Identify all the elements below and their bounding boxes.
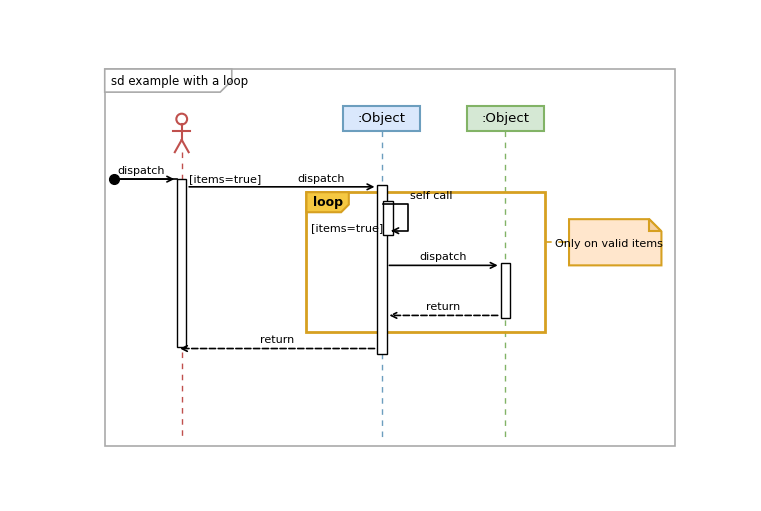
Text: :Object: :Object bbox=[358, 112, 406, 125]
Text: return: return bbox=[260, 335, 295, 345]
Text: [items=true]: [items=true] bbox=[311, 223, 384, 233]
Bar bbox=[501, 263, 510, 318]
Bar bbox=[377, 184, 387, 354]
Polygon shape bbox=[569, 219, 661, 265]
Bar bbox=[466, 106, 543, 131]
Text: [items=true]: [items=true] bbox=[189, 174, 262, 184]
Text: sd example with a loop: sd example with a loop bbox=[111, 75, 248, 88]
Bar bbox=[343, 106, 420, 131]
Text: :Object: :Object bbox=[481, 112, 529, 125]
Bar bbox=[307, 192, 545, 332]
Text: Only on valid items: Only on valid items bbox=[555, 239, 663, 249]
Polygon shape bbox=[649, 219, 661, 231]
Text: dispatch: dispatch bbox=[298, 174, 345, 184]
Text: dispatch: dispatch bbox=[117, 166, 164, 176]
Text: self call: self call bbox=[410, 191, 453, 201]
Polygon shape bbox=[105, 69, 232, 92]
Bar bbox=[177, 179, 186, 347]
Text: loop: loop bbox=[313, 196, 342, 208]
Text: return: return bbox=[426, 303, 460, 312]
Text: dispatch: dispatch bbox=[420, 252, 467, 262]
Bar bbox=[384, 201, 393, 236]
Polygon shape bbox=[307, 192, 349, 212]
